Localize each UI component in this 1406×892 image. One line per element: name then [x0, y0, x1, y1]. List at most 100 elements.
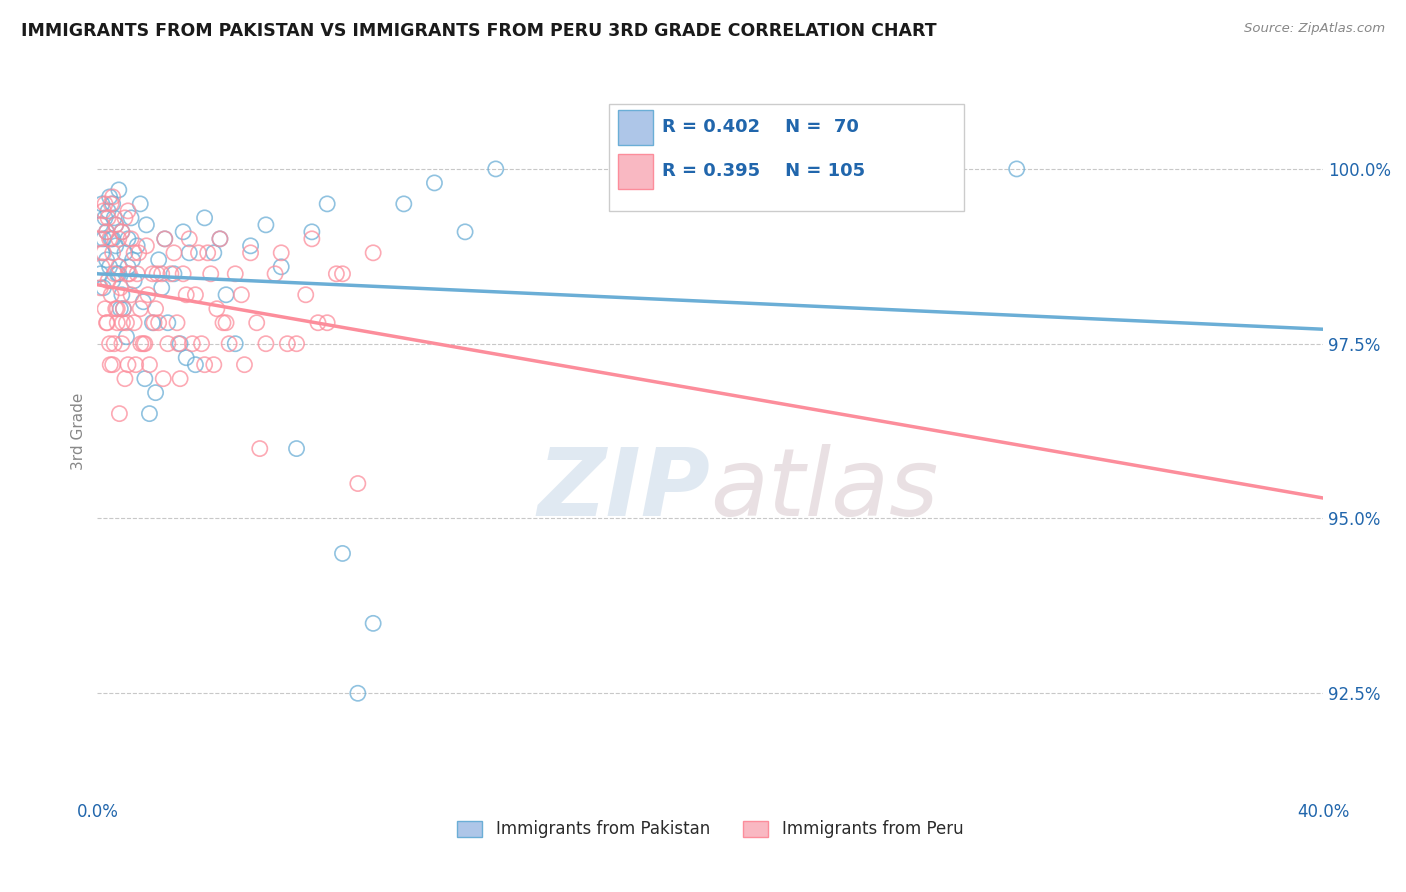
Point [120, 287, 142, 301]
Point [93, 245, 115, 260]
Point [98, 358, 121, 372]
Point [141, 316, 163, 330]
Point [94, 301, 117, 316]
Point [194, 358, 217, 372]
Point [127, 267, 149, 281]
Point [110, 281, 132, 295]
Point [143, 316, 166, 330]
Point [285, 336, 308, 351]
Point [202, 245, 225, 260]
Point [122, 245, 145, 260]
Point [96, 225, 118, 239]
Point [224, 336, 246, 351]
Point [153, 232, 176, 246]
Point [129, 336, 152, 351]
Point [117, 203, 139, 218]
Point [89, 267, 111, 281]
Point [148, 252, 170, 267]
Point [145, 301, 167, 316]
Point [129, 197, 152, 211]
Point [97, 203, 120, 218]
Text: IMMIGRANTS FROM PAKISTAN VS IMMIGRANTS FROM PERU 3RD GRADE CORRELATION CHART: IMMIGRANTS FROM PAKISTAN VS IMMIGRANTS F… [21, 22, 936, 40]
Point [361, 616, 384, 631]
Point [124, 358, 146, 372]
Point [101, 197, 124, 211]
Point [202, 358, 225, 372]
Point [111, 225, 134, 239]
Point [104, 218, 127, 232]
Point [100, 287, 122, 301]
Point [93, 281, 115, 295]
Point [194, 211, 217, 225]
Point [107, 232, 129, 246]
Point [325, 267, 347, 281]
Point [134, 372, 156, 386]
Point [208, 232, 231, 246]
Point [135, 218, 157, 232]
Point [276, 336, 298, 351]
Point [107, 260, 129, 274]
Point [105, 301, 128, 316]
Point [98, 232, 121, 246]
Point [152, 372, 174, 386]
Point [94, 211, 117, 225]
FancyBboxPatch shape [619, 153, 652, 189]
Point [110, 301, 132, 316]
Text: Source: ZipAtlas.com: Source: ZipAtlas.com [1244, 22, 1385, 36]
Point [166, 316, 188, 330]
Point [98, 190, 121, 204]
Point [179, 245, 201, 260]
Point [156, 336, 179, 351]
Point [128, 245, 150, 260]
Point [104, 239, 127, 253]
Point [392, 197, 415, 211]
Point [101, 274, 124, 288]
Point [101, 232, 124, 246]
Point [197, 245, 219, 260]
Point [89, 232, 111, 246]
Point [316, 197, 339, 211]
Point [93, 232, 115, 246]
Point [163, 267, 186, 281]
Point [454, 225, 477, 239]
Point [114, 372, 136, 386]
Point [301, 232, 323, 246]
Point [103, 336, 125, 351]
Point [141, 267, 163, 281]
Point [91, 260, 114, 274]
Point [200, 267, 222, 281]
Point [316, 316, 339, 330]
Point [138, 358, 160, 372]
Point [205, 301, 228, 316]
FancyBboxPatch shape [619, 110, 652, 145]
Point [103, 211, 125, 225]
Point [150, 267, 173, 281]
Text: R = 0.395    N = 105: R = 0.395 N = 105 [662, 162, 866, 180]
Point [301, 225, 323, 239]
Point [174, 287, 197, 301]
Point [169, 372, 191, 386]
Point [117, 260, 139, 274]
Point [249, 442, 271, 456]
Point [184, 358, 207, 372]
Point [108, 407, 131, 421]
Point [138, 407, 160, 421]
Point [96, 252, 118, 267]
Point [179, 232, 201, 246]
Point [347, 476, 370, 491]
Point [239, 245, 262, 260]
Point [121, 252, 143, 267]
Point [97, 211, 120, 225]
Point [134, 336, 156, 351]
Point [187, 245, 209, 260]
Point [332, 546, 354, 560]
Point [117, 267, 139, 281]
Point [127, 239, 149, 253]
Point [91, 245, 114, 260]
Point [91, 218, 114, 232]
Point [485, 161, 508, 176]
Point [112, 301, 135, 316]
Point [233, 358, 256, 372]
Point [135, 239, 157, 253]
Point [107, 267, 129, 281]
